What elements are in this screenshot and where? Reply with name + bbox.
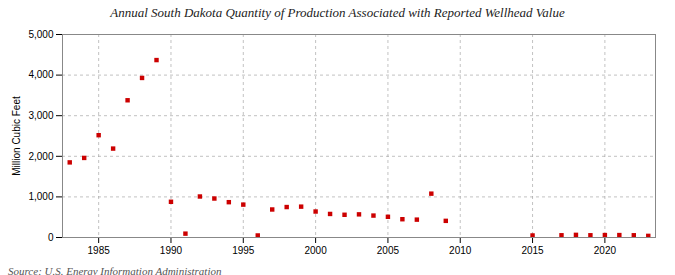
svg-text:5,000: 5,000 xyxy=(28,29,53,40)
svg-text:2020: 2020 xyxy=(594,245,617,256)
svg-text:0: 0 xyxy=(48,232,54,243)
svg-text:2010: 2010 xyxy=(449,245,472,256)
svg-text:4,000: 4,000 xyxy=(28,69,53,80)
svg-text:Million Cubic Feet: Million Cubic Feet xyxy=(11,96,22,176)
svg-text:1,000: 1,000 xyxy=(28,191,53,202)
svg-text:1995: 1995 xyxy=(232,245,255,256)
svg-text:1985: 1985 xyxy=(88,245,111,256)
html-text:Annual South Dakota Quantity o: Annual South Dakota Quantity of Producti… xyxy=(110,5,565,20)
svg-text:2015: 2015 xyxy=(521,245,544,256)
svg-text:3,000: 3,000 xyxy=(28,110,53,121)
svg-text:2005: 2005 xyxy=(377,245,400,256)
svg-text:2000: 2000 xyxy=(304,245,327,256)
svg-text:1990: 1990 xyxy=(160,245,183,256)
svg-text:2,000: 2,000 xyxy=(28,151,53,162)
